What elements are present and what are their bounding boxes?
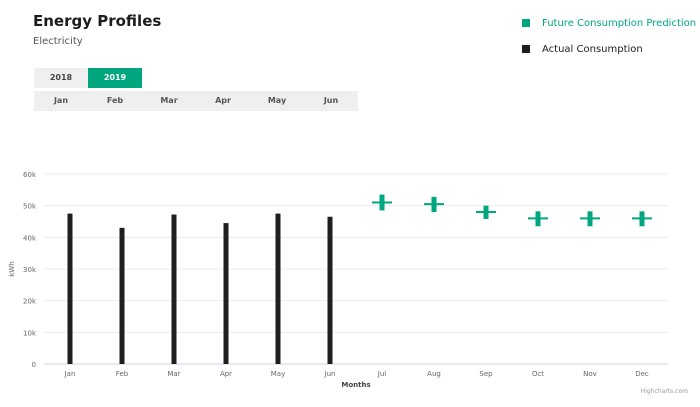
y-tick-label: 40k xyxy=(23,234,37,242)
y-tick-label: 20k xyxy=(23,298,37,306)
year-tab-2019[interactable]: 2019 xyxy=(88,68,142,88)
month-tab-feb[interactable]: Feb xyxy=(106,96,124,105)
x-tick-label: Aug xyxy=(427,370,441,378)
legend-label-actual: Actual Consumption xyxy=(542,43,643,55)
x-tick-label: Dec xyxy=(635,370,649,378)
x-axis-title: Months xyxy=(341,381,370,389)
y-tick-label: 10k xyxy=(23,329,37,337)
y-tick-label: 60k xyxy=(23,171,37,179)
y-axis-title: kWh xyxy=(8,261,16,276)
x-tick-label: Jun xyxy=(324,370,336,378)
x-tick-label: Mar xyxy=(167,370,180,378)
month-tab-may[interactable]: May xyxy=(267,96,287,105)
bar-actual-mar xyxy=(171,214,177,364)
legend-label-prediction: Future Consumption Prediction xyxy=(542,17,697,29)
x-tick-label: Nov xyxy=(583,370,597,378)
month-tab-mar[interactable]: Mar xyxy=(160,96,178,105)
x-tick-label: Feb xyxy=(116,370,129,378)
x-tick-label: Apr xyxy=(220,370,232,378)
x-tick-label: May xyxy=(271,370,285,378)
x-tick-label: Jul xyxy=(377,370,387,378)
month-tab-apr[interactable]: Apr xyxy=(215,96,231,105)
y-tick-label: 50k xyxy=(23,203,37,211)
bar-actual-may xyxy=(275,213,281,364)
legend-item-prediction[interactable]: Future Consumption Prediction xyxy=(522,16,696,30)
y-tick-label: 30k xyxy=(23,266,37,274)
legend: Future Consumption Prediction Actual Con… xyxy=(522,16,696,68)
legend-swatch-prediction xyxy=(522,19,530,27)
y-tick-label: 0 xyxy=(32,361,36,369)
month-tab-jun[interactable]: Jun xyxy=(323,96,339,105)
legend-swatch-actual xyxy=(522,45,530,53)
chart-subtitle: Electricity xyxy=(33,36,83,47)
chart-title: Energy Profiles xyxy=(33,12,162,30)
bar-actual-feb xyxy=(119,227,125,364)
credits-link[interactable]: Highcharts.com xyxy=(640,388,688,395)
bar-actual-jan xyxy=(67,213,73,364)
x-tick-label: Jan xyxy=(64,370,76,378)
legend-item-actual[interactable]: Actual Consumption xyxy=(522,42,696,56)
bar-actual-apr xyxy=(223,223,229,364)
month-tab-jan[interactable]: Jan xyxy=(53,96,69,105)
bar-actual-jun xyxy=(327,216,333,364)
chart-canvas: 0 10k 20k 30k 40k 50k 60k kWh Jan Feb Mar Apr May Jun… xyxy=(8,171,668,389)
month-tabs: Jan Feb Mar Apr May Jun xyxy=(34,91,358,111)
year-tab-2018[interactable]: 2018 xyxy=(34,68,88,88)
year-tabs: 2018 2019 xyxy=(34,68,142,88)
x-tick-label: Oct xyxy=(532,370,544,378)
x-tick-label: Sep xyxy=(479,370,493,378)
